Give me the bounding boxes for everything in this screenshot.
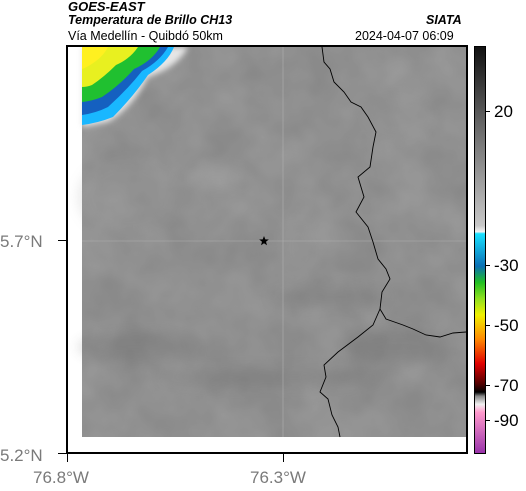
star-icon (259, 236, 269, 246)
longitude-label-2: 76.3°W (250, 468, 306, 487)
colorbar-tick (486, 265, 490, 266)
datetime-label: 2024-04-07 06:09 (355, 29, 454, 43)
colorbar-tick (486, 385, 490, 386)
colorbar-label-20: 20 (494, 102, 513, 121)
colorbar-tick (486, 420, 490, 421)
latitude-label-2: 5.2°N (0, 446, 43, 465)
lon-tick-76.3 (283, 454, 284, 462)
latitude-label-1: 5.7°N (0, 232, 43, 251)
department-border (321, 47, 466, 338)
colorbar-tick (486, 111, 490, 112)
station-marker (259, 236, 269, 246)
brightness-temperature-map (78, 47, 466, 438)
lat-tick-5.2 (58, 453, 66, 454)
colorbar-label-minus70: -70 (494, 376, 519, 395)
map-panel[interactable] (66, 45, 468, 454)
cold-cloud-top (82, 47, 188, 127)
region-label: Vía Medellín - Quibdó 50km (68, 29, 223, 43)
colorbar-label-minus30: -30 (494, 256, 519, 275)
longitude-label-1: 76.8°W (33, 468, 89, 487)
organization-label: SIATA (426, 13, 462, 27)
colorbar-label-minus90: -90 (494, 411, 519, 430)
satellite-title: GOES-EAST (68, 0, 145, 14)
product-title: Temperatura de Brillo CH13 (68, 13, 233, 27)
colorbar-tick (486, 325, 490, 326)
lat-tick-5.7 (58, 240, 66, 241)
warm-bands (78, 92, 448, 387)
colorbar (474, 46, 486, 454)
department-border-south (319, 308, 381, 438)
lon-tick-76.8 (67, 454, 68, 462)
colorbar-label-minus50: -50 (494, 316, 519, 335)
